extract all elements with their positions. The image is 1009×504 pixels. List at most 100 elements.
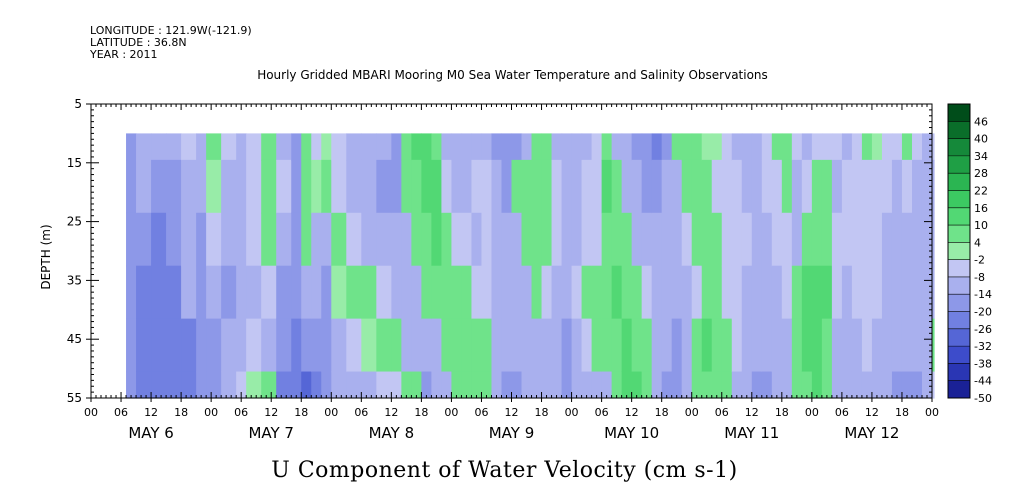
heatmap-cell [491, 265, 503, 320]
heatmap-cell [541, 265, 553, 320]
heatmap-cell [481, 371, 493, 399]
heatmap-cell [376, 133, 392, 161]
heatmap-cell [701, 371, 713, 399]
heatmap-cell [901, 133, 913, 161]
heatmap-cell [631, 318, 643, 373]
heatmap-cell [531, 159, 543, 214]
heatmap-cell [571, 159, 583, 214]
heatmap-cell [721, 212, 733, 267]
heatmap-cell [561, 133, 573, 161]
heatmap-cell [221, 371, 237, 399]
heatmap-cell [531, 133, 543, 161]
heatmap-cell [276, 371, 292, 399]
heatmap-cell [901, 212, 913, 267]
heatmap-cell [551, 265, 563, 320]
heatmap-cell [571, 371, 583, 399]
colorbar: 46 40 34 28 22 16 10 4 -2 -8 -14 -20 -26 -32 -38 -44 -50 [947, 103, 992, 405]
heatmap-cell [126, 265, 137, 320]
heatmap-cell [591, 371, 603, 399]
heatmap-cell [361, 159, 377, 214]
heatmap-cell [811, 212, 823, 267]
colorbar-label: -44 [974, 375, 992, 388]
y-tick-label: 5 [74, 97, 82, 111]
heatmap-cell [276, 265, 292, 320]
x-tick-label: 12 [384, 406, 398, 419]
heatmap-cell [206, 371, 222, 399]
heatmap-cell [261, 133, 277, 161]
heatmap-cell [471, 159, 483, 214]
heatmap-cell [691, 212, 703, 267]
heatmap-cell [651, 265, 663, 320]
heatmap-cell [531, 371, 543, 399]
heatmap-cell [461, 371, 473, 399]
heatmap-cell [641, 212, 653, 267]
heatmap-cell [181, 318, 197, 373]
heatmap-cell [236, 371, 247, 399]
heatmap-cell [471, 212, 483, 267]
x-tick-label: 06 [234, 406, 248, 419]
heatmap-cell [376, 159, 392, 214]
heatmap-cell [911, 265, 923, 320]
colorbar-label: -14 [974, 288, 992, 301]
heatmap-cell [571, 265, 583, 320]
heatmap-cell [451, 318, 463, 373]
heatmap-cell [841, 133, 853, 161]
heatmap-cell [481, 318, 493, 373]
heatmap-cell [791, 371, 803, 399]
heatmap-cell [691, 371, 703, 399]
x-day-label: MAY 11 [724, 424, 779, 442]
heatmap-cell [451, 371, 463, 399]
heatmap-cell [821, 133, 833, 161]
heatmap-cell [196, 371, 207, 399]
heatmap-cell [561, 265, 573, 320]
x-tick-label: 18 [294, 406, 308, 419]
x-tick-label: 06 [835, 406, 849, 419]
heatmap-cell [166, 212, 182, 267]
heatmap-cell [881, 265, 893, 320]
heatmap-cell [361, 371, 377, 399]
heatmap-cell [541, 371, 553, 399]
heatmap-cell [771, 212, 783, 267]
colorbar-swatch [948, 276, 970, 295]
heatmap-cell [801, 265, 813, 320]
heatmap-cell [871, 318, 883, 373]
heatmap-cell [461, 133, 473, 161]
heatmap-cell [711, 159, 723, 214]
heatmap-cell [551, 133, 563, 161]
heatmap-cell [691, 133, 703, 161]
heatmap-cell [376, 265, 392, 320]
heatmap-cell [831, 265, 843, 320]
x-tick-label: 00 [925, 406, 939, 419]
colorbar-swatch [948, 138, 970, 157]
heatmap-cell [181, 212, 197, 267]
heatmap-cell [321, 265, 332, 320]
heatmap-cell [591, 212, 603, 267]
colorbar-label: 4 [974, 236, 981, 249]
heatmap-cell [821, 212, 833, 267]
heatmap-cell [401, 212, 412, 267]
heatmap-cell [501, 371, 513, 399]
heatmap-cell [531, 265, 543, 320]
heatmap-cell [731, 265, 743, 320]
heatmap-cell [901, 371, 913, 399]
colorbar-swatch [948, 104, 970, 122]
heatmap-cell [661, 212, 673, 267]
heatmap-cell [932, 212, 935, 267]
heatmap-cell [461, 265, 473, 320]
heatmap-cell [391, 133, 402, 161]
x-tick-label: 06 [595, 406, 609, 419]
heatmap-cell [851, 159, 863, 214]
heatmap-cell [151, 265, 167, 320]
heatmap-cell [411, 133, 422, 161]
heatmap-cell [136, 371, 152, 399]
colorbar-swatch [948, 380, 970, 399]
heatmap-cell [236, 159, 247, 214]
heatmap-cell [221, 212, 237, 267]
heatmap-cell [561, 212, 573, 267]
heatmap-cell [551, 318, 563, 373]
heatmap-cell [491, 159, 503, 214]
heatmap-cell [321, 318, 332, 373]
heatmap-cell [236, 133, 247, 161]
heatmap-cell [301, 159, 312, 214]
heatmap-cell [621, 159, 633, 214]
